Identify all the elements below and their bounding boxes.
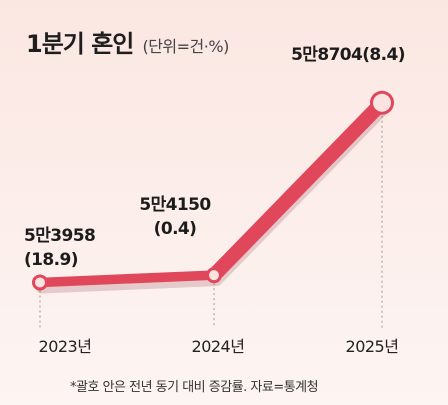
data-point-0 xyxy=(35,277,45,288)
data-label-value-0: 5만3958 xyxy=(24,226,95,246)
data-label-2: 5만8704(8.4) xyxy=(291,45,405,65)
footnote: *괄호 안은 전년 동기 대비 증감률. 자료=통계청 xyxy=(70,380,319,395)
data-label-change-1: (0.4) xyxy=(154,219,197,239)
x-tick-label-2: 2025년 xyxy=(346,337,399,356)
x-tick-label-0: 2023년 xyxy=(39,337,92,356)
data-label-change-0: (18.9) xyxy=(24,250,78,270)
data-label-value-1: 5만4150 xyxy=(139,195,211,215)
series-line-segment-0 xyxy=(35,270,219,288)
series-line-shadow xyxy=(35,99,391,294)
data-point-2 xyxy=(373,93,391,112)
x-tick-label-1: 2024년 xyxy=(192,337,245,356)
chart-title: 1분기 혼인 xyxy=(26,30,134,58)
data-point-1 xyxy=(209,270,219,281)
chart-title-block: 1분기 혼인 (단위=건·%) xyxy=(26,24,229,59)
series-line-segment-1 xyxy=(206,95,390,283)
chart-unit: (단위=건·%) xyxy=(142,37,229,56)
